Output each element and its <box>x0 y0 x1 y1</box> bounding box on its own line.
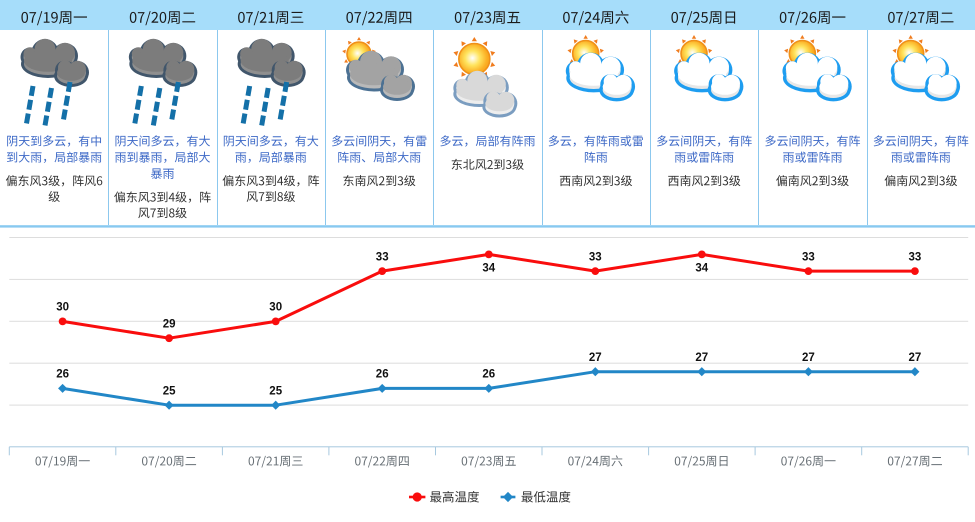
svg-text:25: 25 <box>163 385 176 397</box>
svg-text:29: 29 <box>163 318 176 330</box>
svg-text:30: 30 <box>56 302 69 314</box>
svg-text:27: 27 <box>589 352 602 364</box>
svg-text:34: 34 <box>695 263 708 275</box>
svg-text:27: 27 <box>802 352 815 364</box>
svg-text:27: 27 <box>695 352 708 364</box>
svg-text:33: 33 <box>802 251 815 263</box>
svg-text:33: 33 <box>589 251 602 263</box>
svg-text:27: 27 <box>909 352 922 364</box>
svg-text:26: 26 <box>482 369 495 381</box>
svg-text:33: 33 <box>376 251 389 263</box>
svg-text:26: 26 <box>56 369 69 381</box>
svg-text:25: 25 <box>269 385 282 397</box>
svg-text:34: 34 <box>482 263 495 275</box>
svg-text:26: 26 <box>376 369 389 381</box>
svg-text:30: 30 <box>269 302 282 314</box>
svg-text:33: 33 <box>909 251 922 263</box>
